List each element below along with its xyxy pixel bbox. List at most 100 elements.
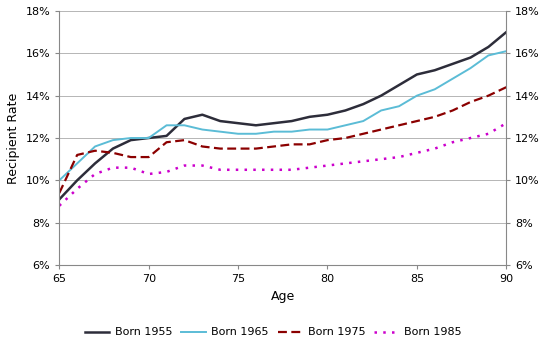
Born 1965 (306, 128, 313, 132)
Born 1955 (414, 73, 420, 77)
Born 1955 (467, 55, 474, 60)
Born 1965 (217, 130, 224, 134)
Born 1965 (503, 49, 510, 53)
Born 1975 (146, 155, 152, 159)
Born 1985 (485, 132, 492, 136)
Born 1965 (432, 87, 438, 92)
Born 1975 (432, 115, 438, 119)
Born 1985 (235, 168, 241, 172)
Born 1965 (271, 130, 277, 134)
Born 1955 (163, 134, 170, 138)
Born 1985 (414, 151, 420, 155)
Born 1955 (181, 117, 188, 121)
Born 1965 (467, 66, 474, 70)
Born 1975 (163, 140, 170, 144)
Line: Born 1985: Born 1985 (59, 123, 507, 206)
Born 1975 (92, 149, 98, 153)
Born 1975 (288, 142, 295, 147)
Born 1955 (56, 197, 62, 202)
Born 1955 (449, 62, 456, 66)
Born 1975 (342, 136, 348, 140)
Born 1965 (449, 77, 456, 81)
Born 1985 (181, 163, 188, 168)
Born 1985 (378, 157, 385, 161)
Born 1955 (378, 94, 385, 98)
Born 1975 (199, 144, 206, 149)
Born 1965 (288, 130, 295, 134)
Born 1955 (127, 138, 134, 142)
Born 1975 (235, 147, 241, 151)
Born 1985 (467, 136, 474, 140)
Born 1985 (92, 172, 98, 176)
Born 1985 (127, 165, 134, 170)
Born 1955 (395, 83, 402, 87)
Born 1955 (306, 115, 313, 119)
Y-axis label: Recipient Rate: Recipient Rate (7, 93, 20, 184)
Born 1985 (432, 147, 438, 151)
Legend: Born 1955, Born 1965, Born 1975, Born 1985: Born 1955, Born 1965, Born 1975, Born 19… (80, 323, 467, 342)
Born 1975 (127, 155, 134, 159)
Born 1975 (306, 142, 313, 147)
Born 1985 (342, 161, 348, 165)
Born 1965 (235, 132, 241, 136)
Born 1985 (306, 165, 313, 170)
Born 1975 (395, 123, 402, 127)
Born 1965 (199, 128, 206, 132)
Born 1965 (360, 119, 366, 123)
Born 1965 (56, 178, 62, 182)
Born 1965 (395, 104, 402, 108)
Line: Born 1975: Born 1975 (59, 87, 507, 193)
Born 1955 (146, 136, 152, 140)
Born 1985 (360, 159, 366, 163)
Born 1955 (485, 45, 492, 49)
Born 1985 (271, 168, 277, 172)
Born 1965 (342, 123, 348, 127)
Born 1955 (360, 102, 366, 106)
Born 1965 (92, 144, 98, 149)
Born 1975 (378, 128, 385, 132)
Born 1965 (127, 136, 134, 140)
Born 1965 (324, 128, 331, 132)
Born 1965 (253, 132, 259, 136)
Born 1975 (360, 132, 366, 136)
Born 1955 (271, 121, 277, 125)
Born 1985 (253, 168, 259, 172)
Born 1965 (181, 123, 188, 127)
Born 1955 (235, 121, 241, 125)
Born 1955 (92, 161, 98, 165)
Born 1985 (288, 168, 295, 172)
Born 1955 (503, 30, 510, 34)
Born 1975 (109, 151, 116, 155)
Born 1985 (503, 121, 510, 125)
Born 1975 (485, 94, 492, 98)
Born 1955 (324, 112, 331, 117)
Born 1975 (467, 100, 474, 104)
Born 1975 (449, 108, 456, 112)
Born 1965 (146, 136, 152, 140)
Born 1975 (414, 119, 420, 123)
Born 1985 (163, 170, 170, 174)
Line: Born 1955: Born 1955 (59, 32, 507, 200)
X-axis label: Age: Age (271, 290, 295, 303)
Born 1955 (288, 119, 295, 123)
Born 1975 (503, 85, 510, 89)
Born 1975 (217, 147, 224, 151)
Born 1955 (342, 108, 348, 112)
Born 1955 (199, 112, 206, 117)
Born 1985 (146, 172, 152, 176)
Born 1985 (395, 155, 402, 159)
Born 1955 (109, 147, 116, 151)
Born 1975 (56, 191, 62, 195)
Born 1985 (74, 187, 80, 191)
Born 1985 (109, 165, 116, 170)
Born 1985 (217, 168, 224, 172)
Line: Born 1965: Born 1965 (59, 51, 507, 180)
Born 1975 (74, 153, 80, 157)
Born 1985 (324, 163, 331, 168)
Born 1985 (56, 204, 62, 208)
Born 1975 (271, 144, 277, 149)
Born 1965 (109, 138, 116, 142)
Born 1955 (74, 178, 80, 182)
Born 1965 (378, 108, 385, 112)
Born 1975 (181, 138, 188, 142)
